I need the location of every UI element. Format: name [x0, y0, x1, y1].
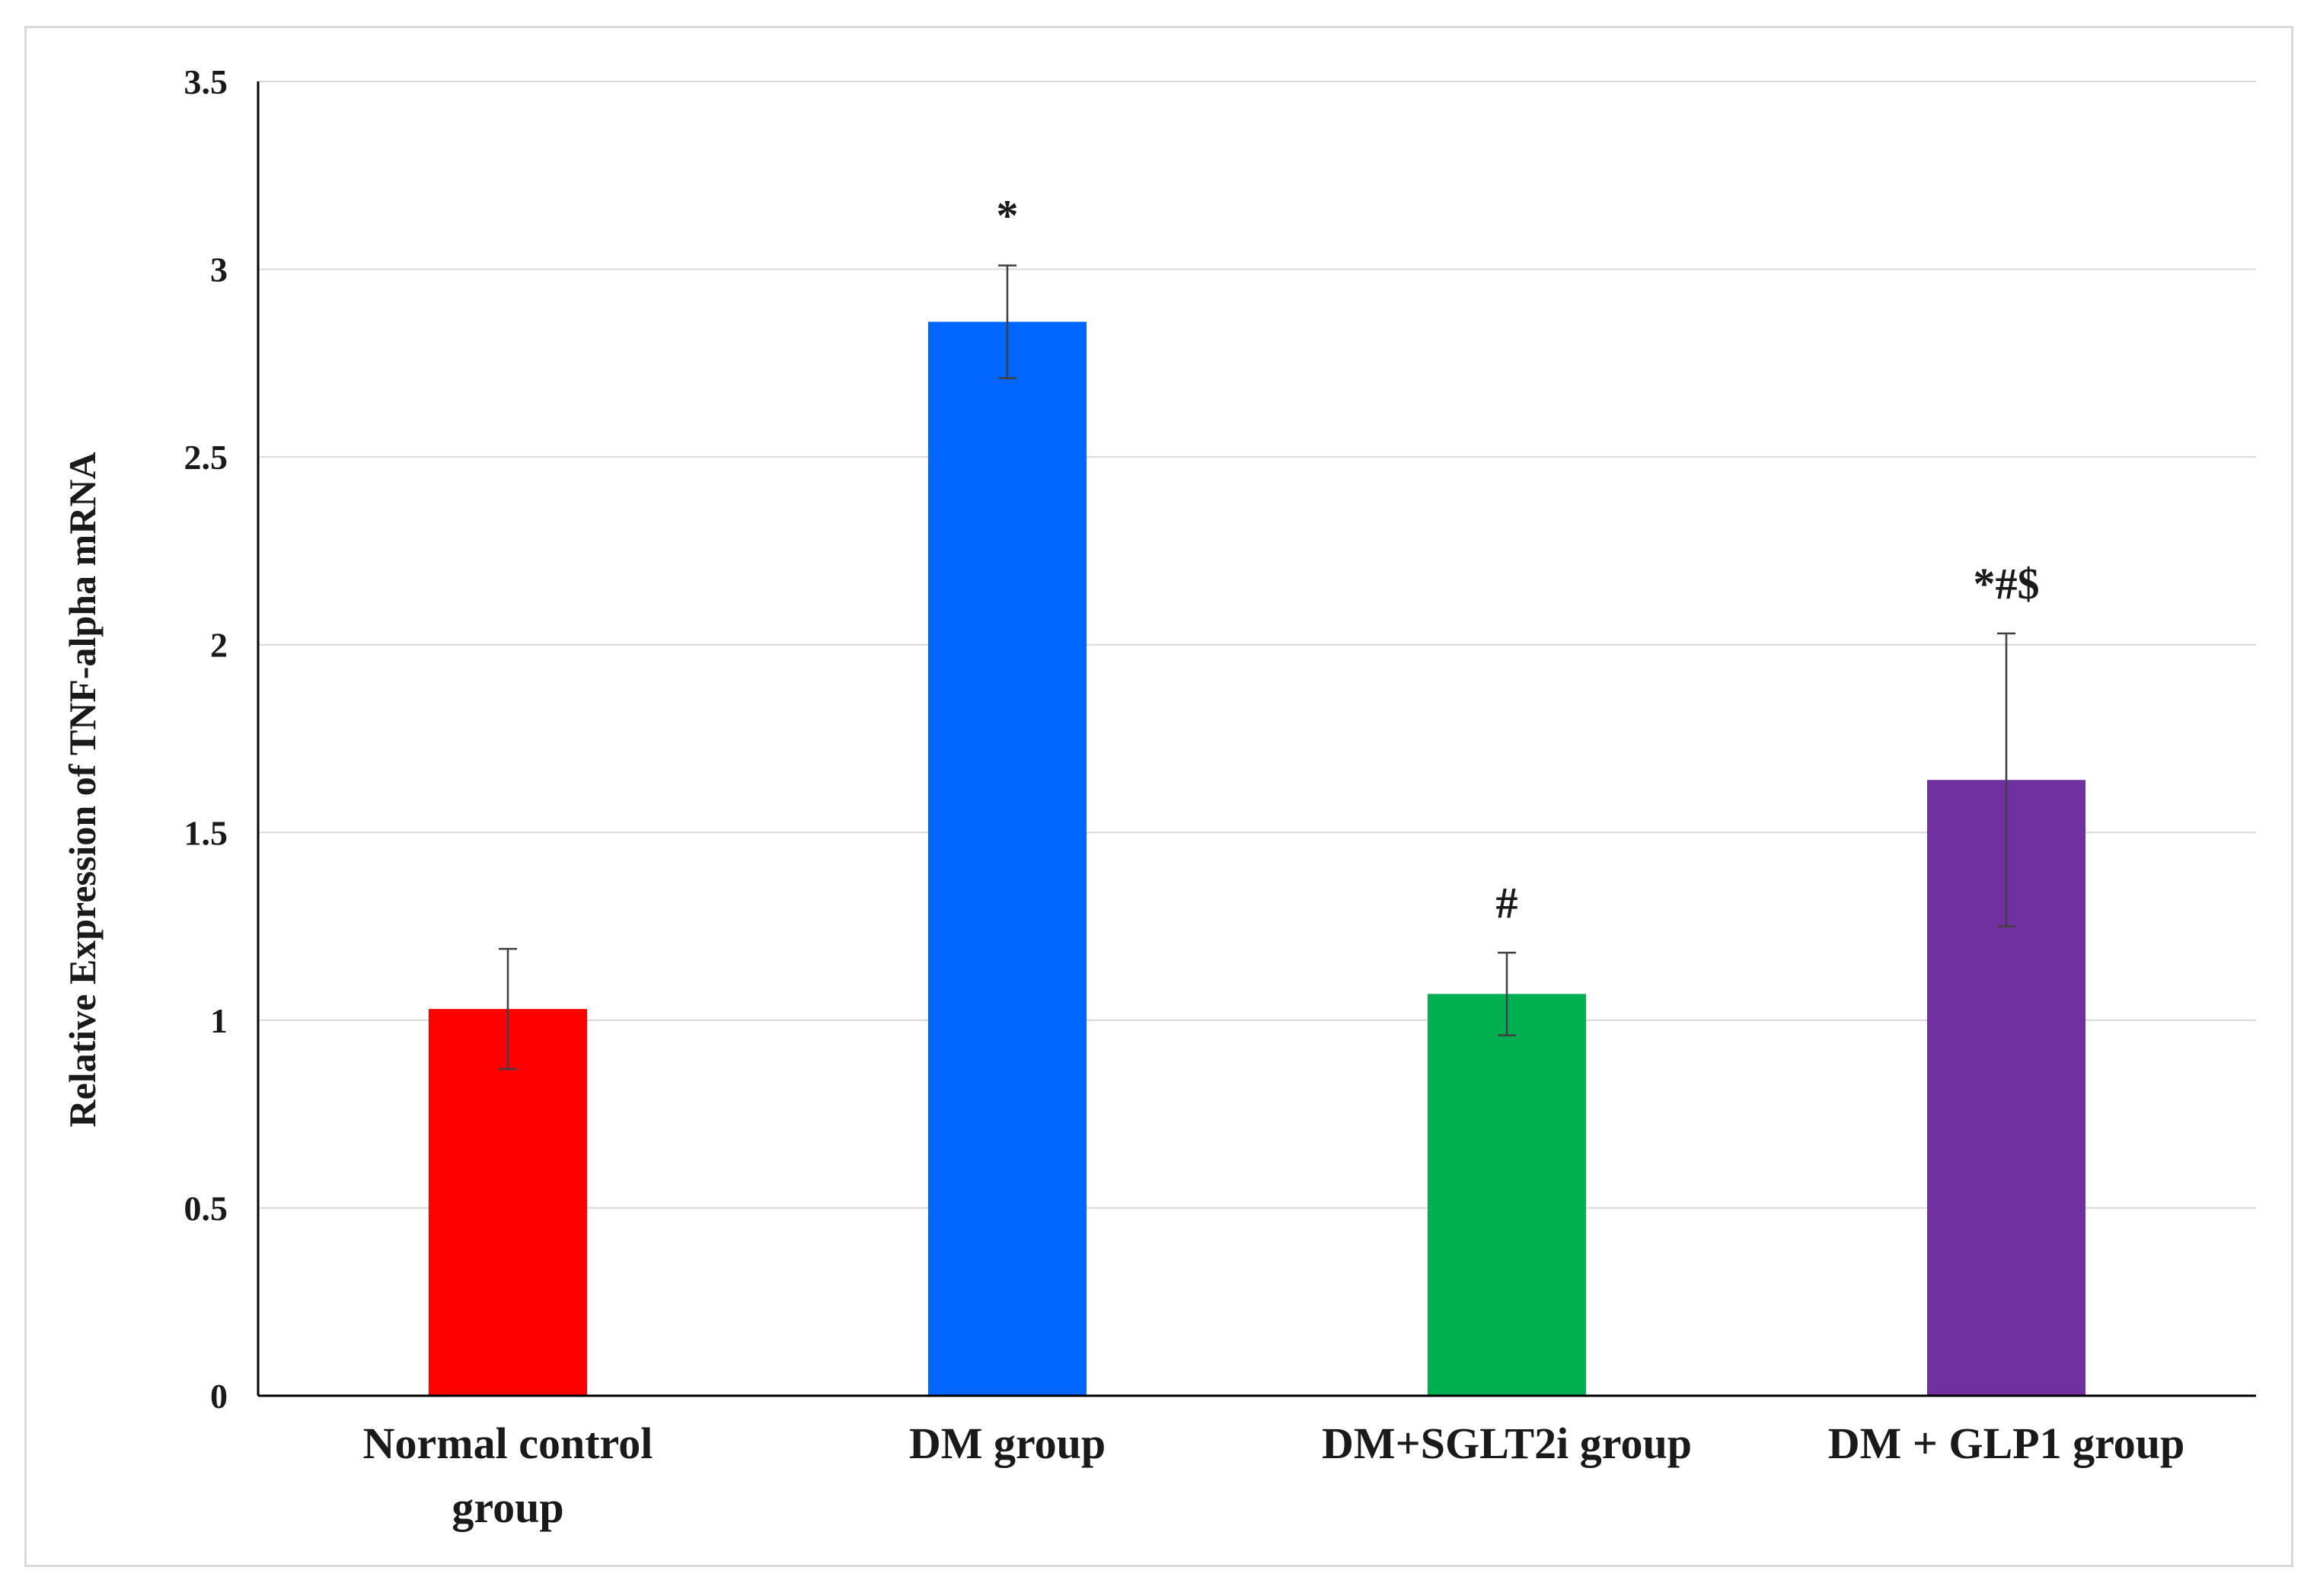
- y-tick-label: 3.5: [184, 62, 228, 101]
- y-tick-label: 3: [210, 251, 228, 289]
- y-tick-label: 0.5: [184, 1189, 228, 1227]
- significance-label: *#$: [1974, 559, 2040, 608]
- significance-label: *: [997, 191, 1019, 241]
- bar: [1428, 994, 1586, 1396]
- axes: [257, 81, 2256, 1397]
- y-tick-label: 0: [210, 1377, 228, 1416]
- bar: [429, 1009, 587, 1396]
- y-tick-label: 1.5: [184, 813, 228, 852]
- bar-chart: 0 0.5 1 1.5 2 2.5 3 3.5 Normal control group DM g…: [61, 62, 2256, 1532]
- x-tick-label: Normal control: [363, 1419, 653, 1468]
- y-axis-label: Relative Expression of TNF-alpha mRNA: [61, 452, 104, 1127]
- chart-frame: 0 0.5 1 1.5 2 2.5 3 3.5 Normal control group DM g…: [24, 26, 2293, 1567]
- x-tick-label: DM+SGLT2i group: [1322, 1419, 1692, 1468]
- bars: [429, 321, 2085, 1396]
- y-tick-labels: 0 0.5 1 1.5 2 2.5 3 3.5: [184, 62, 228, 1416]
- x-tick-label: group: [452, 1483, 563, 1532]
- y-tick-label: 2: [210, 626, 228, 665]
- x-tick-label: DM + GLP1 group: [1828, 1419, 2185, 1468]
- y-tick-label: 1: [210, 1001, 228, 1040]
- gridlines: [258, 81, 2256, 1209]
- y-tick-label: 2.5: [184, 438, 228, 477]
- significance-annotations: * # *#$: [997, 191, 2040, 927]
- significance-label: #: [1496, 878, 1518, 927]
- bar: [928, 321, 1087, 1396]
- error-bars: [499, 264, 2015, 1071]
- x-tick-labels: Normal control group DM group DM+SGLT2i gro…: [363, 1419, 2185, 1532]
- x-tick-label: DM group: [909, 1419, 1106, 1468]
